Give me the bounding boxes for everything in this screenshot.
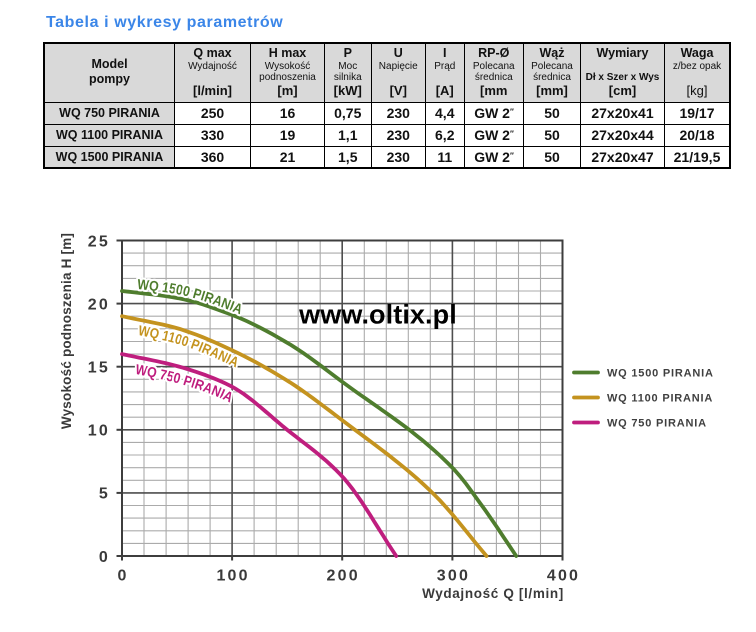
svg-text:WQ 1500 PIRANIA: WQ 1500 PIRANIA [607,368,714,380]
svg-text:25: 25 [88,233,110,250]
svg-text:Wydajność Q [l/min]: Wydajność Q [l/min] [422,586,564,601]
svg-text:20: 20 [88,296,110,313]
svg-text:www.oltix.pl: www.oltix.pl [298,300,457,330]
svg-text:15: 15 [88,360,110,377]
svg-text:0: 0 [99,549,110,566]
svg-text:WQ 750 PIRANIA: WQ 750 PIRANIA [607,418,707,430]
svg-text:5: 5 [99,486,110,503]
svg-text:WQ 1100 PIRANIA: WQ 1100 PIRANIA [607,393,713,405]
svg-text:WQ 1500 PIRANIA: WQ 1500 PIRANIA [136,277,244,318]
svg-text:400: 400 [547,568,580,585]
svg-text:10: 10 [88,423,110,440]
svg-text:200: 200 [327,568,360,585]
svg-text:300: 300 [437,568,470,585]
svg-text:100: 100 [216,568,249,585]
svg-text:0: 0 [117,568,128,585]
svg-text:Wysokość podnoszenia H [m]: Wysokość podnoszenia H [m] [59,233,74,429]
